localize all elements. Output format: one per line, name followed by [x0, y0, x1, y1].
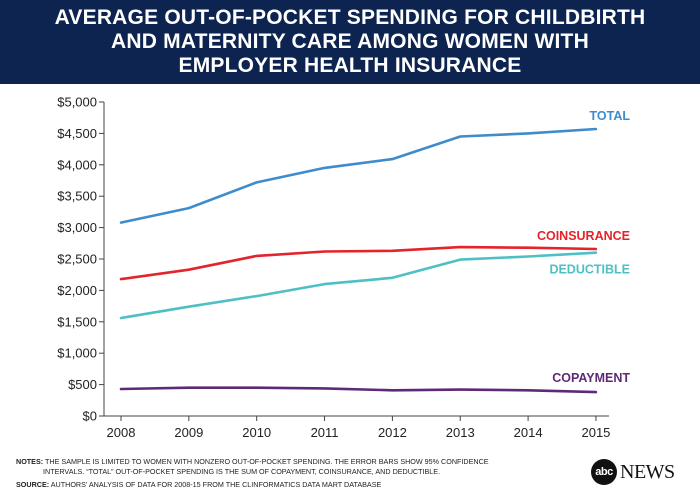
series-line-coinsurance [119, 245, 598, 281]
series-label-total: TOTAL [589, 109, 630, 123]
abc-news-logo: abc NEWS [591, 459, 675, 485]
y-tick-label: $1,000 [57, 346, 97, 361]
abc-logo-icon: abc [591, 459, 617, 485]
x-tick-label: 2013 [446, 425, 475, 440]
y-tick-label: $0 [83, 409, 97, 424]
notes-text-1: THE SAMPLE IS LIMITED TO WOMEN WITH NONZ… [45, 457, 489, 466]
x-tick-label: 2014 [514, 425, 543, 440]
line-chart: $0 $500 $1,000 $1,500 $2,000 $2,500 $3,000 $3,5… [57, 95, 630, 441]
y-tick-label: $1,500 [57, 314, 97, 329]
notes-label: NOTES: [16, 457, 44, 466]
source-label: SOURCE: [16, 480, 50, 489]
notes-line-1: NOTES: THE SAMPLE IS LIMITED TO WOMEN WI… [16, 457, 556, 467]
y-tick-label: $3,000 [57, 220, 97, 235]
chart-title-line-1: AVERAGE OUT-OF-POCKET SPENDING FOR CHILD… [54, 6, 646, 29]
series-label-coinsurance: COINSURANCE [537, 229, 630, 243]
series-line-copayment [119, 386, 598, 394]
y-tick-label: $4,000 [57, 157, 97, 172]
series-line-deductible [119, 251, 598, 320]
y-tick-label: $3,500 [57, 189, 97, 204]
series-label-deductible: DEDUCTIBLE [549, 263, 630, 277]
series-line-total [119, 127, 598, 224]
notes-text-2: INTERVALS. “TOTAL” OUT-OF-POCKET SPENDIN… [43, 467, 441, 476]
chart-title-banner: AVERAGE OUT-OF-POCKET SPENDING FOR CHILD… [0, 0, 700, 84]
chart-title-line-2: AND MATERNITY CARE AMONG WOMEN WITH [111, 30, 589, 53]
x-tick-label: 2008 [107, 425, 136, 440]
x-tick-label: 2010 [242, 425, 271, 440]
y-tick-label: $2,000 [57, 283, 97, 298]
x-tick-label: 2015 [581, 425, 610, 440]
series-label-copayment: COPAYMENT [552, 371, 630, 385]
source-line: SOURCE: AUTHORS’ ANALYSIS OF DATA FOR 20… [16, 480, 556, 490]
y-tick-label: $4,500 [57, 126, 97, 141]
x-tick-label: 2011 [311, 425, 339, 440]
news-wordmark: NEWS [620, 460, 675, 483]
y-tick-label: $500 [68, 377, 97, 392]
y-tick-label: $2,500 [57, 252, 97, 267]
source-text: AUTHORS’ ANALYSIS OF DATA FOR 2008-15 FR… [50, 480, 382, 489]
y-tick-label: $5,000 [57, 95, 97, 110]
x-tick-label: 2009 [174, 425, 203, 440]
chart-title-line-3: EMPLOYER HEALTH INSURANCE [178, 54, 522, 77]
chart-footnotes: NOTES: THE SAMPLE IS LIMITED TO WOMEN WI… [16, 457, 556, 490]
x-tick-label: 2012 [378, 425, 407, 440]
